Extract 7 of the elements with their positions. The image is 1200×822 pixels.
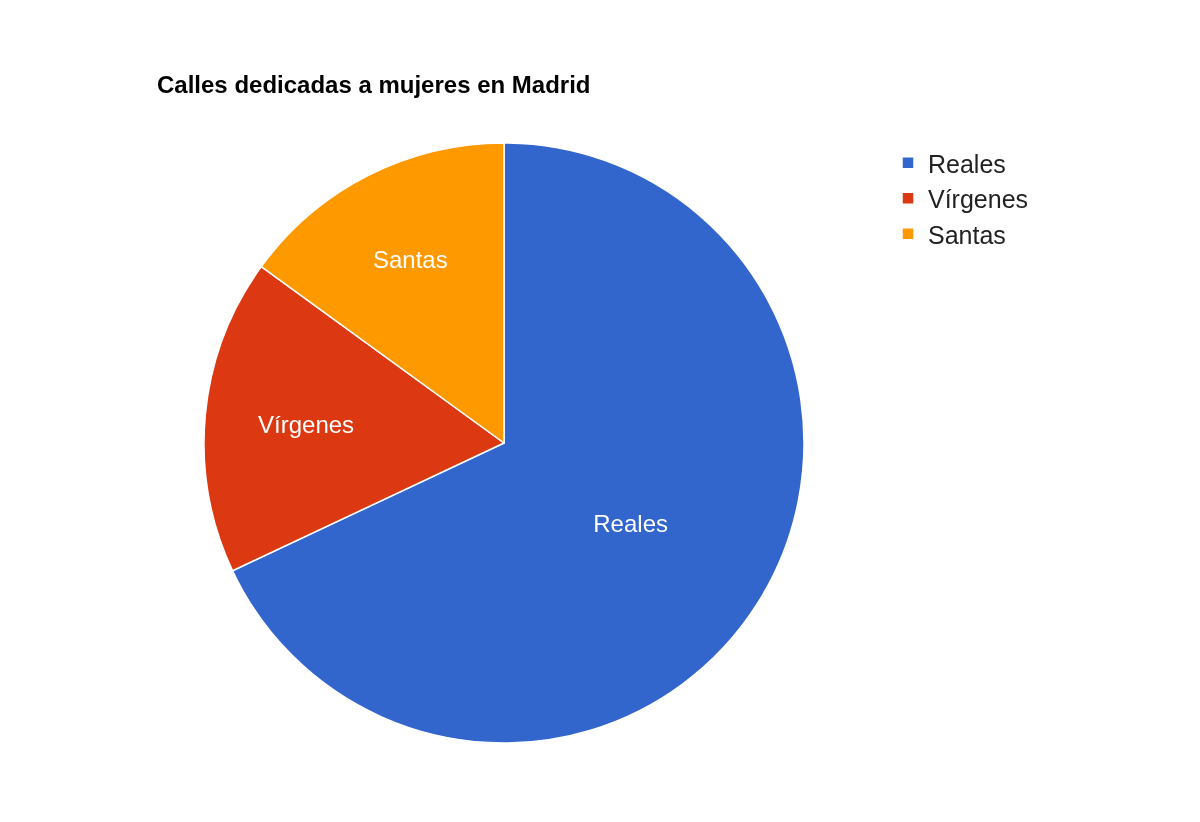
legend-label: Santas [928, 220, 1006, 249]
legend-label: Vírgenes [928, 185, 1029, 213]
slice-label: Reales [593, 509, 669, 537]
chart-title: Calles dedicadas a mujeres en Madrid [157, 71, 591, 99]
legend-label: Reales [928, 149, 1006, 178]
slice-label: Vírgenes [258, 410, 355, 438]
slice-label: Santas [372, 245, 448, 273]
